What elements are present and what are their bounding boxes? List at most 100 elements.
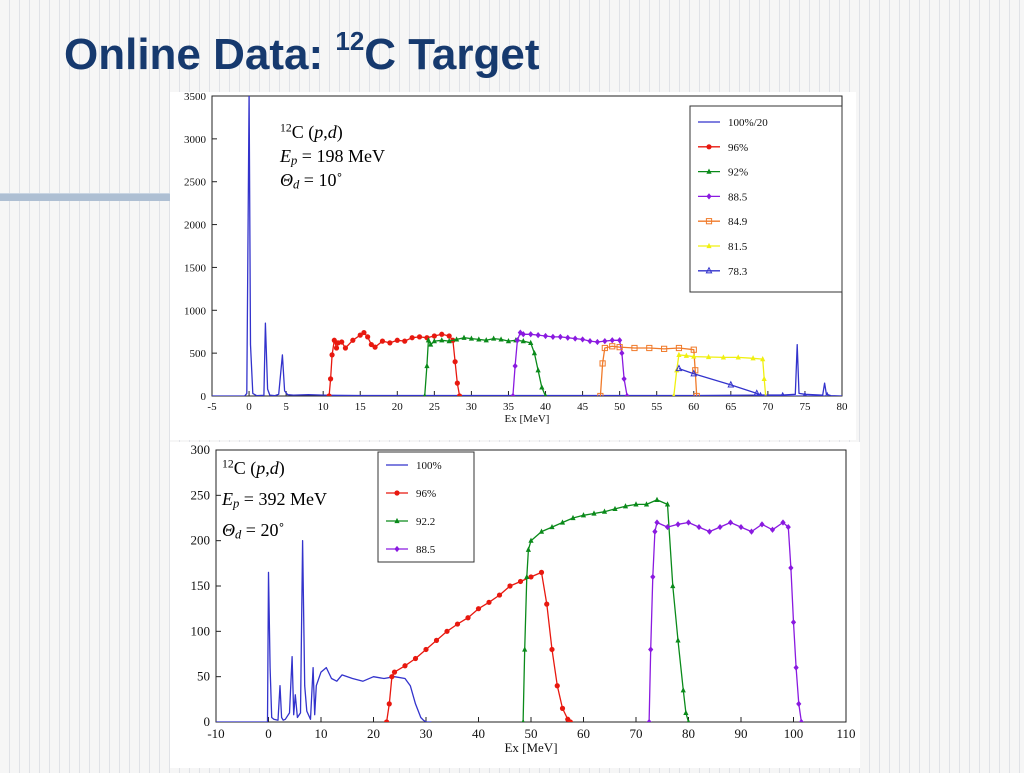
data-point: [496, 592, 503, 598]
y-tick-label: 1000: [184, 305, 207, 317]
y-tick-label: 0: [201, 391, 207, 403]
reaction-nucleus: C (: [234, 458, 257, 479]
angle-subscript: d: [293, 178, 300, 192]
y-tick-label: 250: [191, 487, 211, 502]
legend-marker: [394, 545, 400, 553]
legend-marker: [706, 168, 712, 174]
data-point: [557, 333, 563, 340]
legend-label: 81.5: [728, 241, 748, 253]
energy-subscript: p: [232, 497, 239, 511]
reaction-projectile: p: [312, 122, 323, 142]
data-point: [591, 510, 597, 516]
data-point: [624, 392, 630, 396]
data-point: [446, 333, 452, 339]
data-point: [454, 380, 460, 386]
data-point: [670, 582, 676, 589]
data-point: [428, 341, 434, 347]
x-tick-label: 30: [466, 401, 478, 413]
data-point: [538, 569, 545, 575]
data-point: [416, 334, 423, 340]
data-point: [661, 345, 668, 352]
data-point: [676, 351, 682, 357]
data-point: [565, 334, 571, 341]
legend-label: 88.5: [416, 544, 436, 556]
x-tick-label: 65: [725, 401, 737, 413]
angle-subscript: d: [235, 528, 242, 542]
data-point: [386, 701, 392, 707]
data-point: [601, 508, 608, 514]
data-point: [609, 337, 615, 344]
angle-value: = 10˚: [299, 170, 342, 190]
data-point: [664, 523, 671, 531]
data-point: [758, 391, 763, 396]
data-point: [567, 719, 573, 722]
data-point: [654, 519, 660, 526]
reaction-label: 12C (p,d): [280, 122, 343, 143]
x-tick-label: 10: [318, 401, 330, 413]
data-point: [521, 718, 525, 722]
data-point: [580, 512, 587, 518]
data-point: [650, 573, 656, 581]
legend-label: 84.9: [728, 216, 748, 228]
data-point: [528, 331, 534, 338]
data-point: [691, 353, 697, 359]
data-point: [549, 523, 555, 530]
data-point: [538, 528, 545, 534]
x-tick-label: 5: [283, 401, 289, 413]
data-point: [790, 619, 797, 626]
data-point: [331, 337, 337, 343]
energy-symbol: E: [279, 146, 291, 166]
reaction-comma: ,: [323, 122, 328, 142]
data-point: [365, 334, 371, 340]
data-point: [402, 338, 408, 344]
data-point: [735, 354, 741, 360]
energy-value: = 392 MeV: [239, 489, 327, 509]
data-point: [780, 391, 785, 396]
legend-label: 92%: [728, 167, 748, 179]
angle-symbol: Θ: [280, 170, 293, 190]
chart-bottom-panel: 0 50 100 150 200 250 300 -10 0 10 20 30 40 50 60 70 80 90…: [170, 442, 860, 768]
accent-divider-highlight: [0, 193, 210, 194]
data-point: [505, 338, 512, 344]
data-point: [339, 339, 345, 345]
x-tick-label: 0: [265, 726, 272, 741]
legend-box: [377, 451, 475, 563]
x-axis-label: Ex [MeV]: [505, 413, 550, 425]
legend-marker: [706, 193, 712, 200]
title-suffix: C Target: [364, 30, 540, 79]
legend-marker: [394, 517, 400, 524]
data-point: [720, 354, 727, 360]
data-point: [559, 705, 566, 711]
x-axis-label: Ex [MeV]: [504, 740, 557, 755]
x-tick-label: 20: [367, 726, 380, 741]
y-tick-label: 200: [191, 533, 211, 548]
x-tick-label: 60: [688, 401, 700, 413]
y-tick-label: 500: [190, 348, 207, 360]
data-point: [616, 344, 623, 351]
data-point: [333, 345, 340, 351]
y-tick-label: 300: [191, 442, 211, 457]
legend-box: [689, 105, 843, 293]
reaction-ejectile: d: [270, 458, 280, 478]
data-point: [633, 501, 639, 507]
data-point: [446, 338, 452, 344]
slide-title: Online Data: 12C Target: [64, 26, 540, 80]
legend-label: 100%: [416, 460, 442, 472]
angle-value: = 20˚: [241, 520, 284, 540]
x-tick-label: 60: [577, 726, 590, 741]
data-point: [686, 718, 691, 722]
data-point: [528, 574, 534, 580]
y-tick-label: 150: [191, 578, 211, 593]
legend-label: 96%: [416, 488, 436, 500]
x-tick-label: 20: [392, 401, 404, 413]
legend-marker: [705, 266, 713, 274]
x-tick-label: 100: [784, 726, 804, 741]
x-tick-label: 55: [651, 401, 663, 413]
energy-symbol: E: [221, 489, 233, 509]
x-tick-label: 0: [246, 401, 252, 413]
x-tick-label: 75: [799, 401, 811, 413]
x-tick-label: 70: [762, 401, 774, 413]
data-point: [675, 364, 683, 372]
data-point: [444, 628, 450, 634]
data-point: [664, 501, 671, 507]
